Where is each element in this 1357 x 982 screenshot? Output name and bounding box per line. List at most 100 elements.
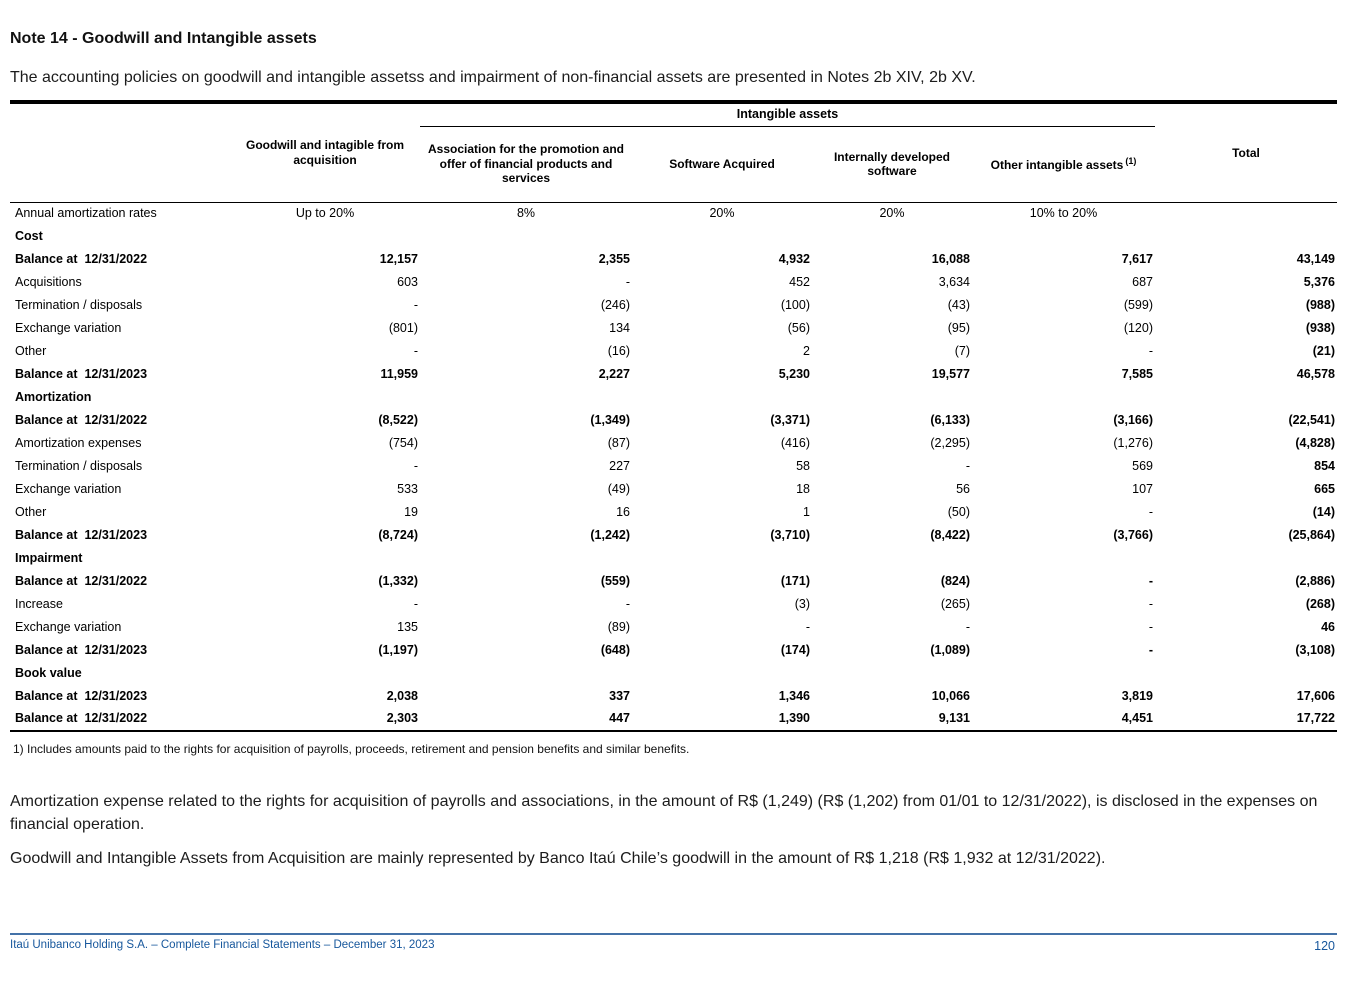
value-cell: (43) (947, 297, 970, 312)
value-cell: (3,166) (1113, 412, 1153, 427)
value-cell: 569 (1132, 458, 1153, 473)
value-cell: (3,371) (770, 412, 810, 427)
section-title: Cost (15, 228, 43, 243)
value-cell: (268) (1305, 596, 1335, 611)
table-row: Balance at 12/31/2023 (1,197) (648) (174) (1… (10, 639, 1337, 662)
row-label: Balance at 12/31/2022 (15, 711, 148, 726)
value-cell: 9,131 (938, 711, 970, 726)
table-row: Exchange variation 533 (49) 18 56 107 665 (10, 478, 1337, 501)
table-body: Annual amortization rates Up to 20% 8% 20% 2… (10, 202, 1337, 731)
value-cell: - (1148, 619, 1153, 634)
value-cell: (171) (780, 573, 810, 588)
value-cell: (1,089) (930, 642, 970, 657)
value-cell: (7) (954, 343, 970, 358)
rate-cell: 10% to 20% (1029, 205, 1098, 220)
value-cell: (22,541) (1288, 412, 1335, 427)
row-label: Balance at 12/31/2023 (15, 688, 148, 703)
table-row: Exchange variation 135 (89) - - - 46 (10, 616, 1337, 639)
value-cell: (4,828) (1295, 435, 1335, 450)
value-cell: (89) (607, 619, 630, 634)
financial-table: Goodwill and intagible from acquisition I… (10, 100, 1337, 732)
row-label: Increase (15, 596, 63, 611)
value-cell: 17,606 (1296, 688, 1335, 703)
table-row: Termination / disposals - 227 58 - 569 854 (10, 455, 1337, 478)
column-header: Other intangible assets (1) (972, 126, 1155, 203)
value-cell: (2,295) (930, 435, 970, 450)
value-cell: (25,864) (1288, 527, 1335, 542)
value-cell: 452 (789, 274, 810, 289)
value-cell: 16,088 (931, 251, 970, 266)
value-cell: - (625, 596, 630, 611)
value-cell: 16 (616, 504, 630, 519)
value-cell: 337 (609, 688, 630, 703)
value-cell: 3,819 (1121, 688, 1153, 703)
value-cell: 687 (1132, 274, 1153, 289)
value-cell: (416) (780, 435, 810, 450)
value-cell: 10,066 (931, 688, 970, 703)
value-cell: 46 (1321, 619, 1335, 634)
table-row: Balance at 12/31/2023 11,959 2,227 5,230 19,… (10, 363, 1337, 386)
page-footer: Itaú Unibanco Holding S.A. – Complete Fi… (10, 933, 1337, 953)
table-row: Balance at 12/31/2022 12,157 2,355 4,932 16,… (10, 248, 1337, 271)
section-title: Book value (15, 665, 82, 680)
table-row: Other 19 16 1 (50) - (14) (10, 501, 1337, 524)
value-cell: - (413, 297, 418, 312)
column-header: Association for the promotion and offer … (420, 126, 632, 203)
table-row: Exchange variation (801) 134 (56) (95) (120) (… (10, 317, 1337, 340)
value-cell: 2,303 (386, 711, 418, 726)
value-cell: 7,585 (1121, 366, 1153, 381)
value-cell: (3) (794, 596, 810, 611)
value-cell: (824) (940, 573, 970, 588)
row-label: Other (15, 504, 47, 519)
value-cell: 107 (1132, 481, 1153, 496)
value-cell: 1,346 (778, 688, 810, 703)
value-cell: (265) (940, 596, 970, 611)
row-label: Acquisitions (15, 274, 82, 289)
header-row-columns: Association for the promotion and offer … (10, 126, 1337, 203)
table-row: Balance at 12/31/2023 2,038 337 1,346 10,066… (10, 685, 1337, 708)
paragraph-goodwill-acquisition: Goodwill and Intangible Assets from Acqu… (10, 850, 1106, 867)
value-cell: - (1148, 596, 1153, 611)
table-row: Increase - - (3) (265) - (268) (10, 593, 1337, 616)
value-cell: - (1148, 504, 1153, 519)
value-cell: (100) (780, 297, 810, 312)
value-cell: (56) (787, 320, 810, 335)
value-cell: (1,332) (378, 573, 418, 588)
row-label: Other (15, 343, 47, 358)
amortization-rates-row: Annual amortization rates Up to 20% 8% 20% 2… (10, 202, 1337, 225)
value-cell: - (413, 458, 418, 473)
value-cell: (801) (388, 320, 418, 335)
value-cell: - (965, 458, 970, 473)
value-cell: (1,197) (378, 642, 418, 657)
value-cell: 18 (796, 481, 810, 496)
value-cell: 12,157 (379, 251, 418, 266)
row-label: Exchange variation (15, 481, 122, 496)
value-cell: (3,710) (770, 527, 810, 542)
rate-cell: 20% (879, 205, 905, 220)
value-cell: (3,108) (1295, 642, 1335, 657)
value-cell: (754) (388, 435, 418, 450)
value-cell: (246) (600, 297, 630, 312)
table-row: Other - (16) 2 (7) - (21) (10, 340, 1337, 363)
section-title: Impairment (15, 550, 83, 565)
value-cell: (120) (1123, 320, 1153, 335)
paragraph-amortization-expense: Amortization expense related to the righ… (10, 793, 1318, 833)
table-header: Goodwill and intagible from acquisition I… (10, 102, 1337, 203)
value-cell: 19,577 (931, 366, 970, 381)
column-header: Software Acquired (632, 126, 812, 203)
section-title-row: Impairment (10, 547, 1337, 570)
row-label: Balance at 12/31/2022 (15, 573, 148, 588)
table-footnote: 1) Includes amounts paid to the rights f… (13, 742, 690, 756)
value-cell: (599) (1123, 297, 1153, 312)
table-row: Termination / disposals - (246) (100) (43) (5… (10, 294, 1337, 317)
row-label: Balance at 12/31/2022 (15, 412, 148, 427)
table-row: Amortization expenses (754) (87) (416) (2,29… (10, 432, 1337, 455)
row-label: Termination / disposals (15, 458, 143, 473)
value-cell: 5,376 (1303, 274, 1335, 289)
row-label: Termination / disposals (15, 297, 143, 312)
footer-document-title: Itaú Unibanco Holding S.A. – Complete Fi… (10, 939, 435, 951)
value-cell: 3,634 (938, 274, 970, 289)
table-row: Balance at 12/31/2022 (1,332) (559) (171) (8… (10, 570, 1337, 593)
value-cell: 17,722 (1296, 711, 1335, 726)
footer-page-number: 120 (1314, 939, 1335, 953)
